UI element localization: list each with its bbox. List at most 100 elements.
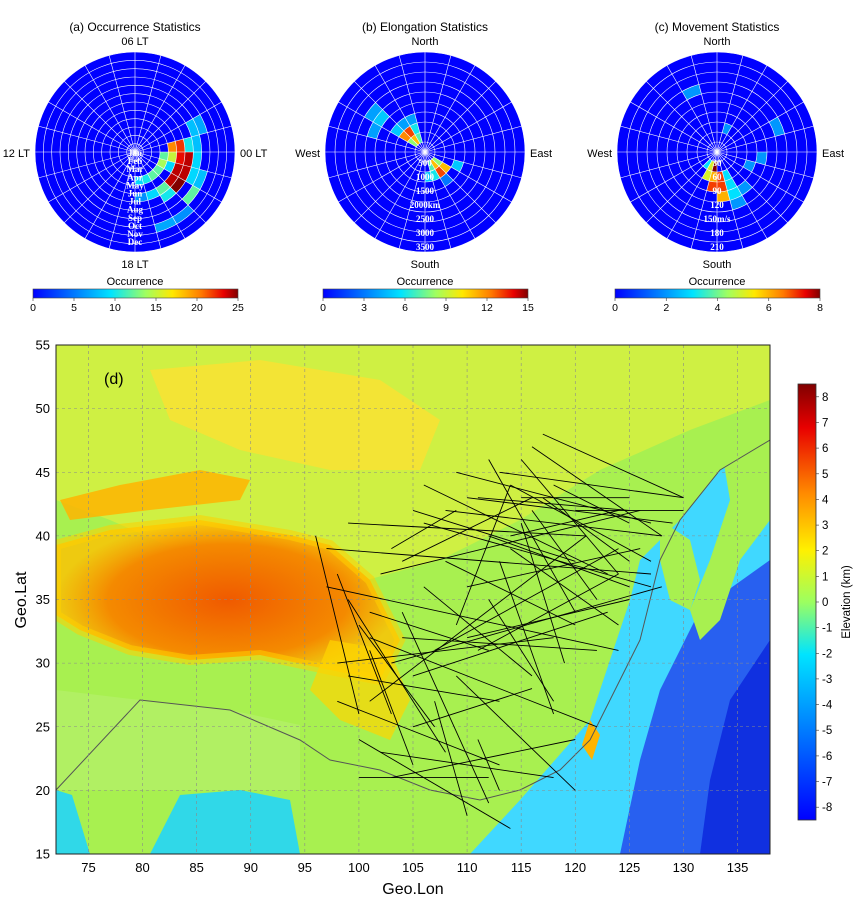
polar-spoke-gridline (134, 151, 222, 203)
panel-b-label-bottom: South (411, 259, 440, 271)
map-y-tick-label: 55 (36, 338, 50, 353)
elevation-tick-label: -5 (822, 725, 832, 737)
map-arabian-sea (56, 790, 90, 854)
elevation-tick-label: -6 (822, 751, 832, 763)
polar-cell (722, 169, 732, 181)
colorbar-tick-label: 4 (715, 302, 721, 314)
elevation-tick-label: 0 (822, 597, 828, 609)
polar-cell (702, 169, 712, 181)
polar-radial-label: 90 (713, 186, 723, 196)
polar-cell (183, 136, 194, 152)
panel-a-label-bottom: 18 LT (121, 259, 149, 271)
map-x-tick-label: 105 (402, 860, 424, 875)
panel-b-polar-plot (324, 51, 526, 253)
polar-radial-label: Nov (127, 229, 143, 239)
panel-c-label-left: West (587, 148, 612, 160)
ts-track-line (348, 675, 500, 702)
panel-a-label-left: 12 LT (3, 148, 31, 160)
ts-track-line (499, 471, 684, 499)
polar-radial-label: 2000km (410, 200, 441, 210)
polar-cell (175, 152, 185, 165)
ts-track-line (466, 599, 630, 639)
polar-cell (159, 152, 169, 161)
map-x-tick-label: 135 (727, 860, 749, 875)
map-x-ticks: 75 80 85 90 95 100 105 110 115 120 125 130 135 (81, 860, 748, 875)
polar-spoke-gridline (690, 55, 718, 153)
polar-cell (405, 113, 418, 127)
polar-spoke-gridline (38, 151, 136, 179)
map-x-tick-label: 100 (348, 860, 370, 875)
map-y-tick-label: 35 (36, 592, 50, 607)
map-x-tick-label: 115 (511, 860, 532, 875)
polar-spoke-gridline (134, 81, 206, 153)
ts-track-line (467, 497, 673, 524)
ts-track-line (520, 459, 619, 575)
polar-spoke-gridline (134, 101, 222, 153)
panel-c-label-right: East (822, 148, 844, 160)
elevation-map (56, 345, 770, 854)
map-trench (700, 640, 770, 854)
polar-spoke-gridline (666, 151, 718, 239)
polar-cell (755, 152, 767, 165)
ts-track-line (358, 624, 435, 728)
map-mongolian-plateau (150, 360, 440, 470)
polar-cell (364, 102, 383, 122)
map-x-axis-label: Geo.Lon (382, 881, 443, 898)
ts-track-line (315, 535, 360, 715)
panel-a-label-right: 00 LT (240, 148, 268, 160)
polar-spoke-gridline (630, 151, 718, 203)
ts-track-line (488, 459, 576, 613)
ts-track-line (412, 688, 533, 728)
ts-track-line (510, 548, 619, 626)
polar-spoke-gridline (424, 151, 452, 249)
map-y-tick-label: 45 (36, 465, 50, 480)
polar-spoke-gridline (328, 151, 426, 179)
polar-radial-label: Jan (128, 148, 142, 158)
map-y-tick-label: 15 (36, 847, 50, 862)
colorbar-tick-label: 3 (361, 302, 367, 314)
ts-track-line (477, 739, 500, 791)
elevation-tick-label: -8 (822, 802, 832, 814)
polar-cell (737, 180, 753, 196)
polar-spoke-gridline (424, 65, 476, 153)
polar-cell (135, 176, 144, 186)
polar-cell (450, 159, 464, 172)
polar-spoke-gridline (64, 151, 136, 223)
polar-cell (185, 118, 200, 137)
polar-radial-label: Aug (127, 205, 144, 215)
ts-track-line (553, 484, 630, 524)
colorbar-tick-label: 25 (232, 302, 244, 314)
map-gridlines (56, 345, 770, 854)
polar-cell (717, 190, 730, 202)
panel-b-label-top: North (412, 36, 439, 48)
polar-spoke-gridline (134, 55, 162, 153)
ts-track-line (326, 548, 652, 575)
panel-b-title: (b) Elongation Statistics (362, 20, 488, 34)
ts-track-line (434, 548, 619, 651)
panel-c-colorbar-label: Occurrence (689, 276, 746, 288)
map-x-tick-label: 125 (619, 860, 641, 875)
polar-radial-label: 1000 (416, 172, 435, 182)
ts-track-line (445, 509, 662, 537)
panel-b-label-left: West (295, 148, 320, 160)
polar-spoke-gridline (424, 151, 476, 239)
ts-track-line (423, 484, 608, 575)
polar-spoke-gridline (716, 151, 788, 223)
ts-track-line (423, 522, 652, 588)
polar-cell (192, 169, 208, 190)
polar-cell (167, 141, 177, 152)
polar-cell (182, 185, 200, 206)
colorbar-tick-label: 15 (150, 302, 162, 314)
map-x-tick-label: 130 (673, 860, 695, 875)
polar-cell (415, 132, 423, 144)
ts-track-line (488, 535, 630, 588)
map-coastline (56, 439, 770, 801)
polar-spoke-gridline (716, 125, 814, 153)
map-panel: (d) 75 80 85 90 95 100 105 110 115 120 125 130 135 1… (13, 338, 853, 899)
polar-spoke-gridline (716, 101, 804, 153)
colorbar-tick-label: 9 (443, 302, 449, 314)
colorbar-tick-label: 5 (71, 302, 77, 314)
polar-cell (742, 159, 756, 172)
ts-track-line (477, 497, 630, 511)
